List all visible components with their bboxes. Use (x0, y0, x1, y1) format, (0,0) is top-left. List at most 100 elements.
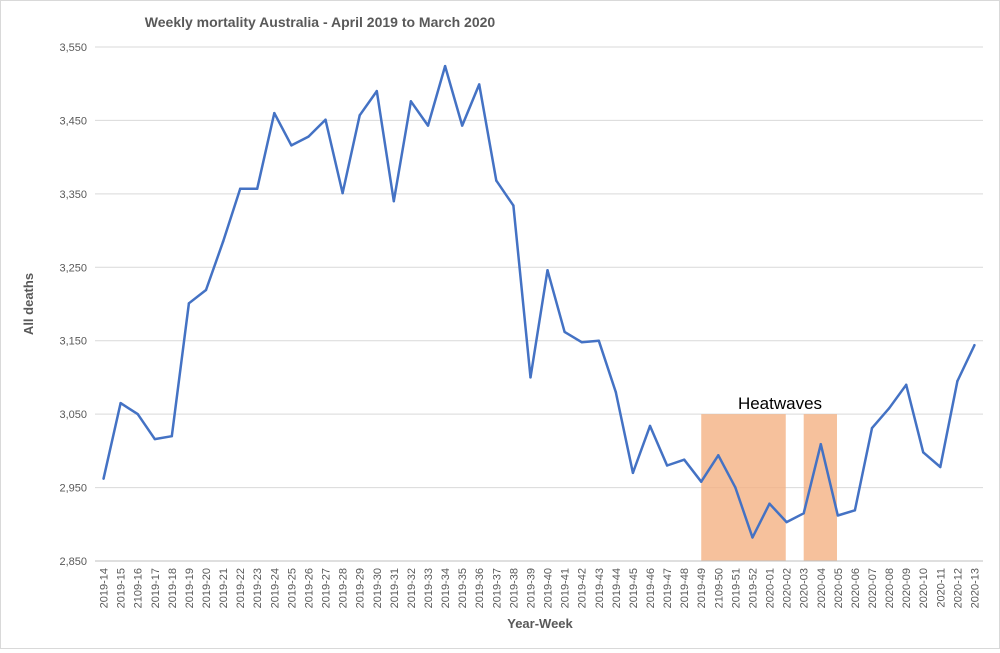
heatwaves-annotation: Heatwaves (738, 394, 822, 413)
heatwave-highlight (701, 414, 786, 561)
x-tick-label: 2019-35 (457, 568, 469, 608)
data-point (221, 240, 225, 243)
y-tick-label: 2,850 (59, 556, 87, 568)
y-tick-label: 3,350 (59, 189, 87, 201)
data-point (136, 412, 139, 416)
x-tick-label: 2020-12 (952, 568, 964, 608)
series-line-layer (102, 64, 976, 539)
y-axis-title: All deaths (21, 273, 36, 335)
series-line (102, 64, 976, 539)
x-tick-label: 2019-22 (235, 568, 247, 608)
x-tick-label: 2020-13 (969, 568, 981, 608)
x-tick-label: 2019-32 (406, 568, 418, 608)
x-tick-label: 2020-10 (918, 568, 930, 608)
x-tick-label: 2019-41 (560, 568, 572, 608)
data-point (665, 464, 669, 467)
x-tick-label: 2020-02 (782, 568, 794, 608)
x-tick-label: 2019-29 (355, 568, 367, 608)
x-tick-label: 2019-30 (372, 568, 384, 608)
y-tick-label: 3,150 (59, 336, 87, 348)
x-tick-label: 2019-51 (730, 568, 742, 608)
data-point (324, 118, 327, 121)
data-point (939, 465, 942, 469)
data-point (392, 200, 396, 203)
data-point (546, 269, 549, 272)
data-point (580, 340, 583, 344)
x-tick-label: 2109-50 (713, 568, 725, 608)
data-point (187, 302, 191, 305)
data-point (256, 187, 259, 190)
data-point (870, 426, 874, 430)
x-tick-label: 2020-06 (850, 568, 862, 608)
x-tick-label: 2019-34 (440, 568, 452, 608)
data-point (238, 187, 242, 190)
y-tick-label: 3,550 (59, 42, 87, 54)
x-tick-label: 2019-52 (747, 568, 759, 608)
data-point (495, 179, 498, 182)
x-tick-label: 2019-19 (184, 568, 196, 608)
x-tick-label: 2019-43 (594, 568, 606, 608)
y-axis-tick-labels: 2,850 2,950 3,050 3,150 3,250 3,350 3,450 3,550 (59, 42, 87, 568)
x-tick-label: 2020-09 (901, 568, 913, 608)
x-tick-label: 2019-46 (645, 568, 657, 608)
data-point (273, 111, 276, 115)
x-tick-label: 2019-28 (338, 568, 350, 608)
y-tick-label: 3,250 (59, 262, 87, 274)
data-point (119, 401, 122, 405)
x-tick-label: 2019-47 (662, 568, 674, 608)
x-tick-label: 2019-14 (99, 568, 111, 608)
data-point (375, 89, 378, 93)
x-tick-label: 2019-24 (269, 568, 281, 608)
gridlines (95, 46, 983, 489)
x-tick-label: 2019-17 (150, 568, 162, 608)
x-tick-label: 2019-38 (508, 568, 520, 608)
data-point (478, 83, 481, 86)
x-tick-label: 2019-15 (116, 568, 128, 608)
data-point (529, 376, 532, 379)
data-point (170, 434, 174, 438)
data-point (460, 124, 464, 127)
x-tick-label: 2019-45 (628, 568, 640, 608)
data-point (922, 451, 925, 454)
x-tick-label: 2019-42 (577, 568, 589, 608)
x-tick-label: 2019-21 (218, 568, 230, 608)
data-point (631, 471, 635, 475)
data-point (512, 204, 515, 207)
x-tick-label: 2020-01 (765, 568, 777, 608)
data-point (648, 424, 652, 428)
data-point (426, 124, 430, 127)
x-tick-label: 2019-23 (252, 568, 264, 608)
x-tick-label: 2020-07 (867, 568, 879, 608)
data-point (853, 509, 857, 512)
data-point (682, 458, 686, 461)
y-tick-label: 2,950 (59, 483, 87, 495)
data-point (204, 288, 208, 292)
x-tick-label: 2020-05 (833, 568, 845, 608)
data-point (904, 383, 908, 386)
x-tick-label: 2020-03 (799, 568, 811, 608)
data-point (307, 135, 310, 138)
chart-title: Weekly mortality Australia - April 2019 … (145, 14, 496, 30)
data-point (409, 100, 413, 103)
data-point (563, 330, 566, 334)
x-tick-label: 2020-11 (935, 568, 947, 608)
x-tick-label: 2019-44 (611, 568, 623, 608)
data-point (887, 407, 891, 410)
data-point (102, 477, 105, 480)
data-point (973, 343, 976, 347)
data-point (836, 514, 840, 517)
x-axis-tick-labels: 2019-14 2019-15 2109-16 2019-17 2019-18 2019-… (99, 568, 982, 608)
data-point (751, 536, 754, 539)
x-tick-label: 2019-40 (543, 568, 555, 608)
x-tick-label: 2019-18 (167, 568, 179, 608)
x-tick-label: 2019-49 (696, 568, 708, 608)
data-point (597, 339, 600, 342)
data-point (717, 454, 720, 457)
x-tick-label: 2019-33 (423, 568, 435, 608)
data-point (341, 191, 344, 195)
x-tick-label: 2019-25 (286, 568, 298, 608)
x-tick-label: 2019-27 (321, 568, 333, 608)
x-tick-label: 2019-31 (389, 568, 401, 608)
